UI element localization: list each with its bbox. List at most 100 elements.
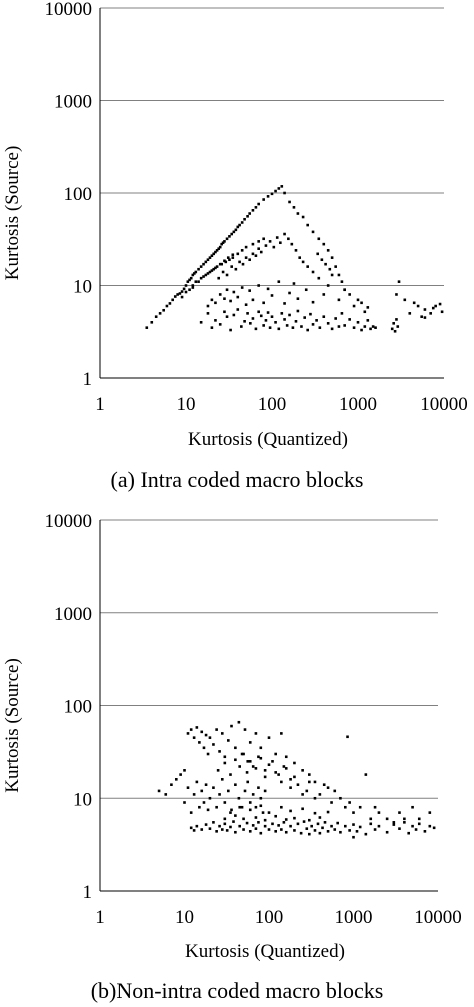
data-point xyxy=(197,267,200,271)
data-point xyxy=(225,237,229,241)
data-point xyxy=(184,290,188,294)
data-point xyxy=(206,304,210,308)
data-point xyxy=(363,325,367,328)
data-point xyxy=(259,796,263,800)
data-point xyxy=(215,805,218,809)
data-point xyxy=(343,288,346,292)
data-point xyxy=(280,828,283,831)
x-tick-label: 1000 xyxy=(339,394,377,415)
data-point xyxy=(257,240,260,243)
data-point xyxy=(428,824,432,828)
data-point xyxy=(246,214,249,218)
data-point xyxy=(385,830,389,834)
data-point xyxy=(352,304,356,308)
data-point xyxy=(223,761,227,765)
data-point xyxy=(220,242,223,246)
data-point xyxy=(262,301,265,305)
data-point xyxy=(212,743,215,746)
data-point xyxy=(215,265,219,268)
data-point xyxy=(191,284,195,287)
data-point xyxy=(218,323,222,326)
data-point xyxy=(392,322,395,325)
data-point xyxy=(212,786,215,789)
data-point xyxy=(377,811,381,814)
data-point xyxy=(170,783,173,786)
y-tick-label: 1 xyxy=(83,882,93,903)
data-point xyxy=(229,299,232,303)
data-point xyxy=(240,249,244,252)
data-point xyxy=(317,237,321,241)
data-point xyxy=(223,259,226,263)
data-point xyxy=(223,817,227,821)
data-point xyxy=(232,820,235,823)
x-tick-label: 1000 xyxy=(335,907,373,928)
data-point xyxy=(251,242,255,246)
data-point xyxy=(267,736,271,739)
data-point xyxy=(251,824,255,827)
x-tick-label: 100 xyxy=(258,394,287,415)
data-point xyxy=(293,761,296,765)
data-point xyxy=(333,789,337,793)
data-point xyxy=(280,732,283,735)
data-point xyxy=(306,265,309,268)
data-point xyxy=(308,832,311,836)
data-point xyxy=(283,191,286,195)
data-point xyxy=(214,319,217,322)
data-point xyxy=(259,756,263,760)
data-point xyxy=(277,824,280,827)
data-point xyxy=(194,280,198,283)
data-point xyxy=(323,821,327,824)
data-point xyxy=(294,249,298,252)
data-point xyxy=(227,789,230,793)
x-tick-label: 1 xyxy=(95,907,105,928)
data-point xyxy=(313,811,317,815)
data-point xyxy=(310,824,313,828)
data-point xyxy=(208,796,212,800)
y-tick-label: 100 xyxy=(64,697,93,718)
data-point xyxy=(226,256,230,259)
data-point xyxy=(334,265,337,268)
data-point xyxy=(398,811,401,814)
data-point xyxy=(246,760,250,763)
y-tick-label: 1 xyxy=(83,369,93,390)
data-point xyxy=(234,758,237,762)
data-point xyxy=(330,327,334,331)
data-point xyxy=(280,312,284,315)
data-point xyxy=(228,235,231,238)
data-point xyxy=(395,293,398,296)
data-point xyxy=(198,741,201,744)
data-point xyxy=(183,801,186,804)
data-point xyxy=(274,814,277,818)
data-point xyxy=(275,236,279,239)
data-point xyxy=(294,320,298,323)
data-point xyxy=(257,284,260,287)
data-point xyxy=(308,818,311,822)
data-point xyxy=(337,325,341,328)
data-point xyxy=(340,312,344,315)
data-point xyxy=(210,326,214,329)
data-point xyxy=(214,266,217,270)
data-point xyxy=(337,298,341,302)
data-point xyxy=(301,769,304,772)
data-point xyxy=(186,786,190,789)
data-point xyxy=(267,828,271,831)
data-point xyxy=(218,750,221,753)
data-point xyxy=(197,280,200,283)
data-point xyxy=(299,831,303,835)
data-point xyxy=(227,739,230,742)
figure-caption: (a) Intra coded macro blocks xyxy=(111,467,364,492)
data-point xyxy=(145,326,149,329)
data-point xyxy=(230,724,233,728)
data-point xyxy=(210,298,214,302)
data-point xyxy=(245,771,249,774)
data-point xyxy=(229,811,232,814)
data-point xyxy=(397,280,401,283)
data-point xyxy=(417,817,421,821)
data-point xyxy=(248,801,252,804)
data-point xyxy=(236,225,240,229)
data-point xyxy=(268,240,272,243)
data-point xyxy=(352,835,355,839)
data-point xyxy=(243,217,246,221)
data-point xyxy=(301,260,305,264)
data-point xyxy=(346,735,349,739)
